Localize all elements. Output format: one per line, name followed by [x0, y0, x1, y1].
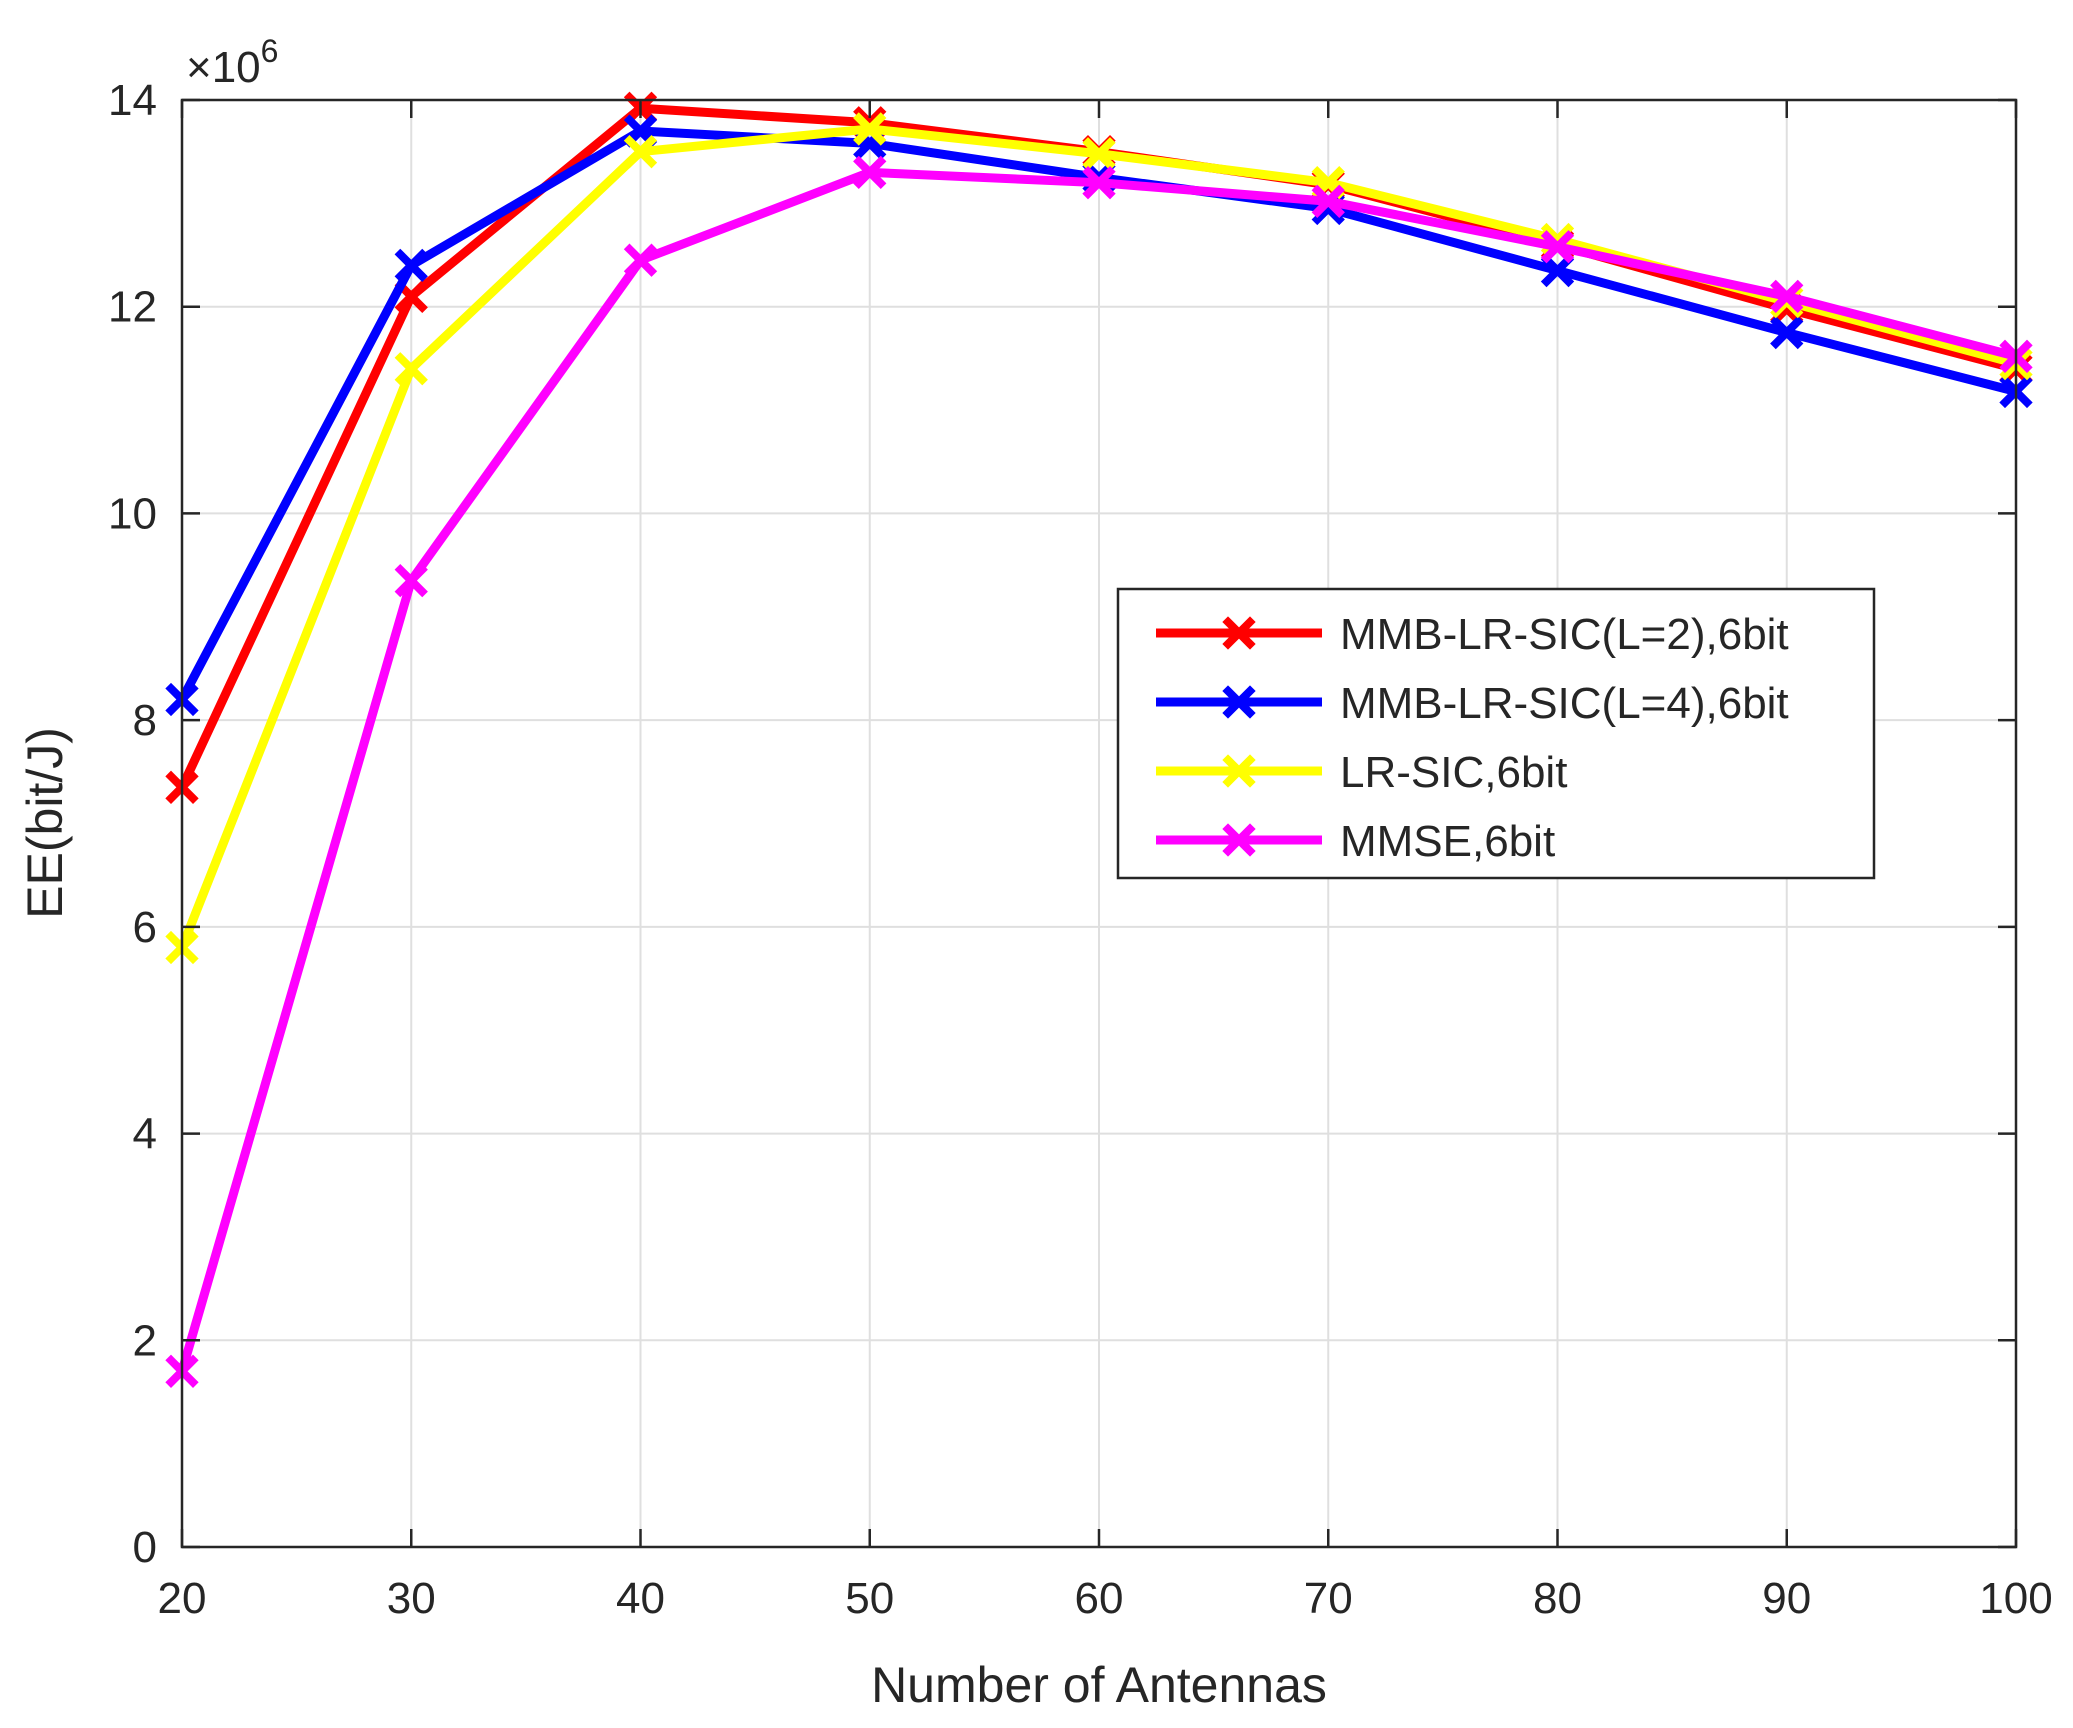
x-tick-label: 90: [1762, 1574, 1811, 1623]
data-point-marker: [394, 352, 428, 386]
x-tick-label: 80: [1533, 1574, 1582, 1623]
data-point-marker: [1082, 166, 1116, 200]
y-tick-label: 0: [133, 1523, 157, 1572]
legend-marker: [1222, 754, 1256, 788]
data-point-marker: [1540, 230, 1575, 264]
y-tick-label: 4: [133, 1110, 157, 1159]
x-tick-label: 60: [1075, 1574, 1124, 1623]
data-point-marker: [623, 135, 658, 169]
y-axis-label: EE(bit/J): [17, 727, 73, 919]
y-tick-label: 2: [133, 1316, 157, 1365]
data-point-marker: [853, 112, 887, 146]
data-point-marker: [1770, 279, 1804, 314]
y-tick-label: 12: [108, 283, 157, 332]
data-point-marker: [1540, 253, 1575, 288]
tick-labels: 20 30 40 50 60 70 80 90 100 0 2 4 6 8 10 12 14: [108, 76, 2053, 1623]
data-point-marker: [1311, 184, 1345, 218]
y-tick-label: 8: [133, 696, 157, 745]
data-point-marker: [394, 279, 428, 314]
legend-marker: [1222, 685, 1256, 719]
data-point-marker: [1082, 137, 1116, 171]
data-point-marker: [394, 248, 428, 283]
legend-entry: MMB-LR-SIC(L=2),6bit: [1156, 610, 1789, 659]
exponent-label: ×106: [186, 33, 278, 92]
data-point-marker: [623, 114, 658, 148]
data-point-marker: [623, 243, 658, 277]
data-point-marker: [394, 563, 428, 598]
legend-entry: MMSE,6bit: [1156, 817, 1555, 866]
x-tick-label: 30: [387, 1574, 436, 1623]
x-tick-label: 70: [1304, 1574, 1353, 1623]
legend-entry: LR-SIC,6bit: [1156, 748, 1567, 797]
legend-label: MMSE,6bit: [1340, 817, 1555, 866]
data-point-marker: [853, 155, 887, 190]
y-tick-label: 10: [108, 489, 157, 538]
legend-marker: [1222, 616, 1256, 650]
x-tick-label: 50: [845, 1574, 894, 1623]
legend-label: LR-SIC,6bit: [1340, 748, 1567, 797]
legend-label: MMB-LR-SIC(L=4),6bit: [1340, 679, 1789, 728]
legend-marker: [1222, 823, 1256, 857]
x-tick-label: 100: [1979, 1574, 2052, 1623]
x-tick-label: 40: [616, 1574, 665, 1623]
y-tick-label: 6: [133, 903, 157, 952]
data-point-marker: [1770, 315, 1804, 350]
ticks: [180, 98, 2018, 1549]
y-tick-label: 14: [108, 76, 157, 125]
x-tick-label: 20: [158, 1574, 207, 1623]
legend-label: MMB-LR-SIC(L=2),6bit: [1340, 610, 1789, 659]
legend: MMB-LR-SIC(L=2),6bit MMB-LR-SIC(L=4),6bit…: [1116, 587, 1876, 880]
legend-entry: MMB-LR-SIC(L=4),6bit: [1156, 679, 1789, 728]
x-axis-label: Number of Antennas: [871, 1657, 1327, 1713]
